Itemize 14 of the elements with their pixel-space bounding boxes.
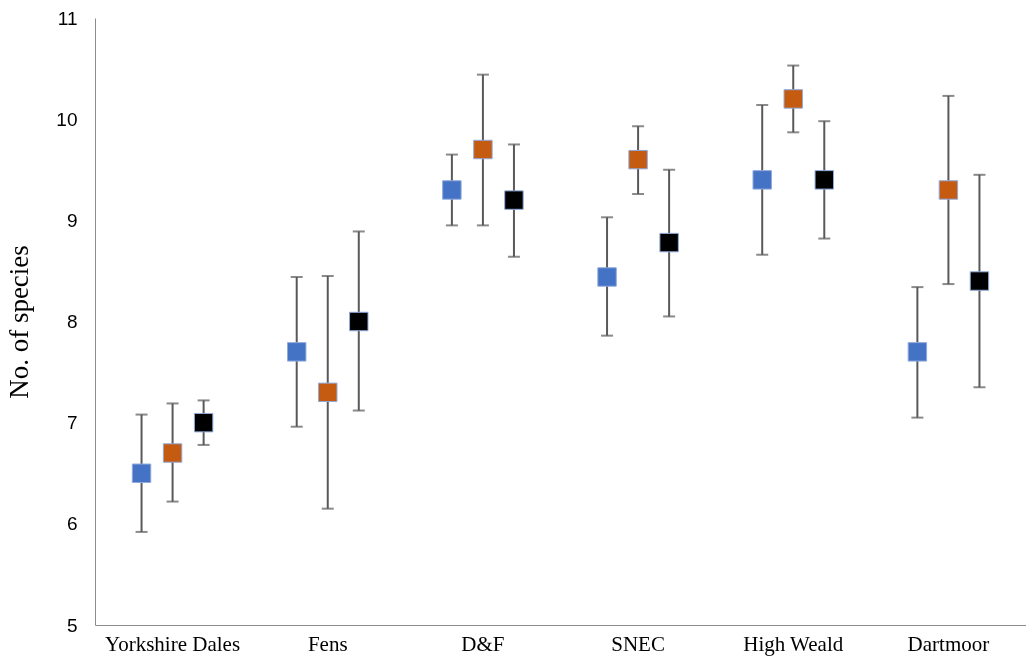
y-tick-label: 6 (66, 513, 78, 535)
y-tick-label: 7 (66, 412, 78, 434)
x-tick-label: Yorkshire Dales (105, 631, 241, 656)
y-tick-label: 5 (66, 614, 78, 636)
y-tick-label: 10 (56, 108, 78, 130)
y-tick-label: 11 (57, 7, 78, 29)
x-tick-label: SNEC (611, 631, 665, 656)
y-axis-title: No. of species (4, 245, 35, 399)
x-tick-label: High Weald (743, 631, 844, 656)
x-tick-label: D&F (461, 631, 505, 656)
y-tick-label: 8 (66, 311, 78, 332)
y-tick-label: 9 (66, 209, 78, 231)
x-tick-label: Fens (307, 631, 348, 656)
x-tick-label: Dartmoor (907, 631, 990, 656)
